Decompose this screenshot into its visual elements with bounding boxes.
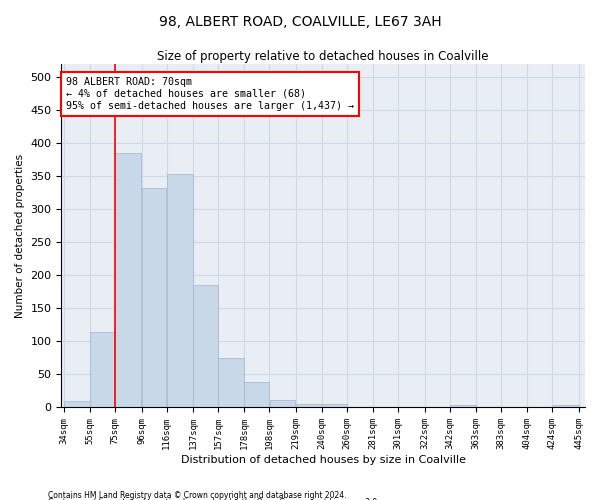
Bar [269, 400, 295, 407]
Text: Contains HM Land Registry data © Crown copyright and database right 2024.: Contains HM Land Registry data © Crown c… [48, 490, 347, 500]
Bar [142, 188, 166, 408]
Bar [347, 407, 373, 408]
Bar [193, 286, 218, 408]
Text: 98, ALBERT ROAD, COALVILLE, LE67 3AH: 98, ALBERT ROAD, COALVILLE, LE67 3AH [158, 15, 442, 29]
Bar [218, 358, 244, 408]
Text: 98 ALBERT ROAD: 70sqm
← 4% of detached houses are smaller (68)
95% of semi-detac: 98 ALBERT ROAD: 70sqm ← 4% of detached h… [67, 78, 355, 110]
X-axis label: Distribution of detached houses by size in Coalville: Distribution of detached houses by size … [181, 455, 466, 465]
Bar [115, 154, 142, 408]
Bar [244, 382, 269, 407]
Bar [91, 332, 115, 407]
Bar [450, 406, 476, 407]
Bar [296, 404, 322, 407]
Bar [553, 406, 578, 407]
Text: Contains public sector information licensed under the Open Government Licence v3: Contains public sector information licen… [48, 498, 380, 500]
Title: Size of property relative to detached houses in Coalville: Size of property relative to detached ho… [157, 50, 489, 63]
Bar [373, 407, 398, 408]
Bar [167, 174, 193, 408]
Bar [322, 404, 347, 407]
Y-axis label: Number of detached properties: Number of detached properties [15, 154, 25, 318]
Bar [64, 401, 90, 407]
